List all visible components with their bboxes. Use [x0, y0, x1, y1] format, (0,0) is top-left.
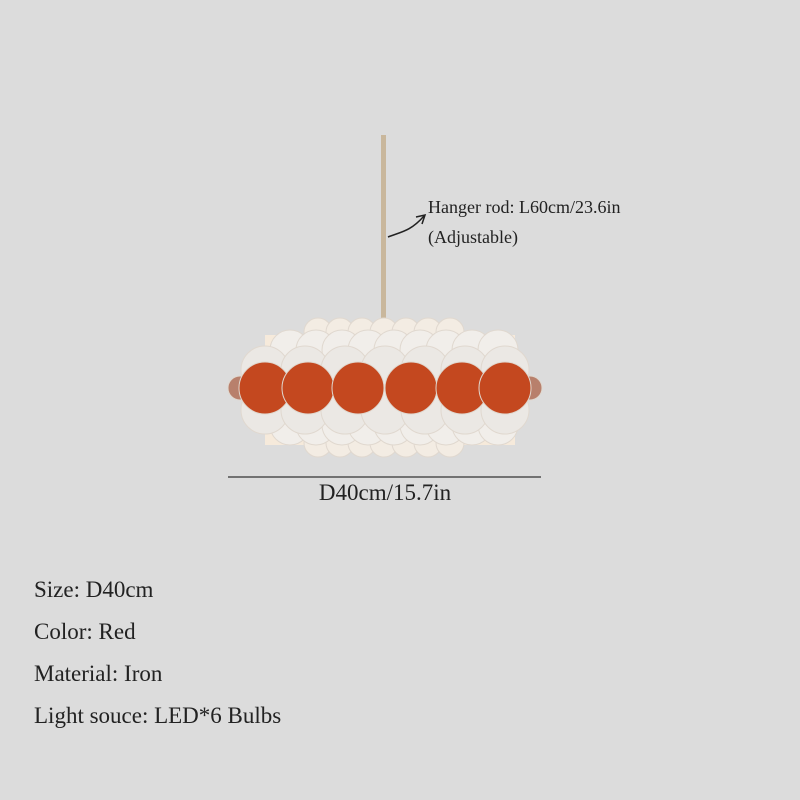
- spec-material: Material: Iron: [34, 661, 163, 686]
- spec-size: Size: D40cm: [34, 577, 154, 602]
- hanger-adjustable-label: (Adjustable): [428, 227, 518, 247]
- hanger-rod-label: Hanger rod: L60cm/23.6in: [428, 197, 621, 217]
- callout-arrowhead: [415, 213, 427, 225]
- red-disc: [281, 361, 335, 415]
- red-disc: [384, 361, 438, 415]
- hanger-rod: [381, 135, 386, 323]
- callout-arrow: [387, 215, 425, 238]
- lamp-shade: [227, 317, 543, 458]
- diameter-label: D40cm/15.7in: [318, 480, 452, 505]
- red-disc: [331, 361, 385, 415]
- spec-color: Color: Red: [34, 619, 136, 644]
- red-disc: [478, 361, 532, 415]
- spec-light-source: Light souce: LED*6 Bulbs: [34, 703, 282, 728]
